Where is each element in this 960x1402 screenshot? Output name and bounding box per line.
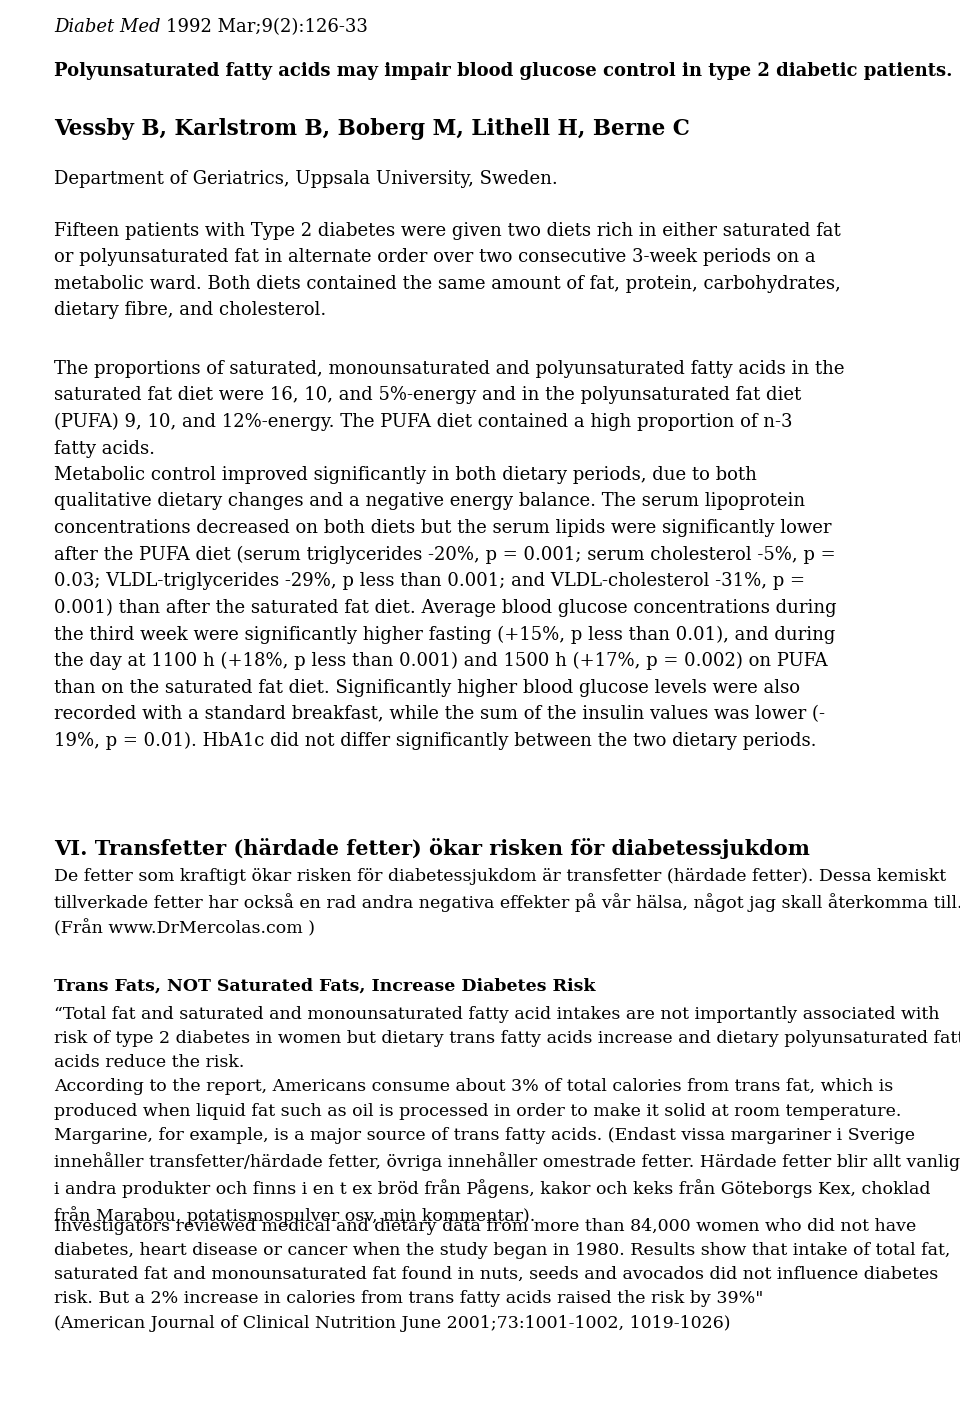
Text: “Total fat and saturated and monounsaturated fatty acid intakes are not importan: “Total fat and saturated and monounsatur…	[54, 1007, 960, 1225]
Text: Diabet Med: Diabet Med	[54, 18, 166, 36]
Text: VI. Transfetter (härdade fetter) ökar risken för diabetessjukdom: VI. Transfetter (härdade fetter) ökar ri…	[54, 838, 810, 859]
Text: Investigators reviewed medical and dietary data from more than 84,000 women who : Investigators reviewed medical and dieta…	[54, 1218, 950, 1332]
Text: Vessby B, Karlstrom B, Boberg M, Lithell H, Berne C: Vessby B, Karlstrom B, Boberg M, Lithell…	[54, 118, 690, 140]
Text: 1992 Mar;9(2):126-33: 1992 Mar;9(2):126-33	[166, 18, 368, 36]
Text: The proportions of saturated, monounsaturated and polyunsaturated fatty acids in: The proportions of saturated, monounsatu…	[54, 360, 845, 750]
Text: Fifteen patients with Type 2 diabetes were given two diets rich in either satura: Fifteen patients with Type 2 diabetes we…	[54, 222, 841, 320]
Text: Polyunsaturated fatty acids may impair blood glucose control in type 2 diabetic : Polyunsaturated fatty acids may impair b…	[54, 62, 952, 80]
Text: Trans Fats, NOT Saturated Fats, Increase Diabetes Risk: Trans Fats, NOT Saturated Fats, Increase…	[54, 979, 595, 995]
Text: Department of Geriatrics, Uppsala University, Sweden.: Department of Geriatrics, Uppsala Univer…	[54, 170, 558, 188]
Text: De fetter som kraftigt ökar risken för diabetessjukdom är transfetter (härdade f: De fetter som kraftigt ökar risken för d…	[54, 868, 960, 937]
